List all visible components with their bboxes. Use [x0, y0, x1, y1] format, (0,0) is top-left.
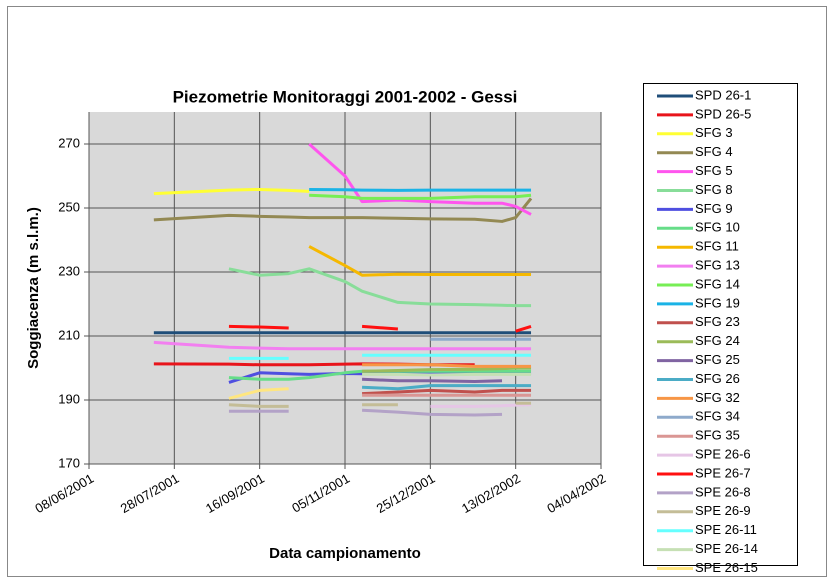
series-line — [361, 388, 532, 396]
legend-label: SPE 26-14 — [695, 541, 758, 556]
y-tick-label: 230 — [58, 263, 80, 278]
legend-label: SFG 14 — [695, 276, 740, 291]
series-line — [361, 324, 399, 331]
legend-label: SFG 8 — [695, 182, 733, 197]
series-line — [309, 187, 532, 192]
y-tick-label: 270 — [58, 135, 80, 150]
y-tick-label: 190 — [58, 391, 80, 406]
legend-label: SFG 3 — [695, 125, 733, 140]
legend-label: SPE 26-7 — [695, 465, 751, 480]
series-line — [228, 387, 289, 400]
series-line — [308, 142, 532, 216]
series-line — [309, 193, 532, 200]
series-line — [362, 363, 532, 368]
legend-label: SFG 35 — [695, 428, 740, 443]
series-line — [228, 324, 289, 330]
x-axis-label: Data campionamento — [269, 545, 421, 562]
y-tick-label: 250 — [58, 199, 80, 214]
series-line — [361, 384, 532, 391]
legend-label: SPD 26-5 — [695, 106, 751, 121]
legend-label: SPE 26-15 — [695, 560, 758, 575]
series-line — [228, 267, 532, 308]
legend-label: SFG 25 — [695, 352, 740, 367]
legend-label: SFG 9 — [695, 201, 733, 216]
series-line — [308, 245, 532, 277]
legend-label: SFG 32 — [695, 390, 740, 405]
series-line — [228, 403, 289, 408]
legend-label: SFG 11 — [695, 239, 739, 254]
series-line — [362, 366, 532, 373]
legend-label: SPE 26-9 — [695, 503, 751, 518]
legend-label: SFG 34 — [695, 409, 740, 424]
series-line — [153, 197, 533, 223]
legend-label: SPE 26-11 — [695, 522, 757, 537]
legend-label: SFG 4 — [695, 144, 733, 159]
legend-label: SFG 24 — [695, 333, 740, 348]
series-line — [430, 403, 532, 408]
legend-label: SPE 26-6 — [695, 447, 751, 462]
series-line — [153, 187, 310, 196]
legend-label: SFG 19 — [695, 295, 740, 310]
legend-label: SPE 26-8 — [695, 484, 751, 499]
y-axis-label: Soggiacenza (m s.l.m.) — [25, 207, 42, 369]
y-tick-label: 210 — [58, 327, 80, 342]
legend-label: SFG 10 — [695, 220, 740, 235]
legend-label: SFG 13 — [695, 258, 740, 273]
legend-box — [643, 83, 798, 566]
series-line — [515, 324, 532, 333]
legend-label: SFG 23 — [695, 314, 740, 329]
series-line — [361, 408, 503, 417]
series-line — [153, 340, 532, 351]
chart-title: Piezometrie Monitoraggi 2001-2002 - Gess… — [173, 87, 518, 106]
legend-label: SFG 26 — [695, 371, 740, 386]
legend-label: SFG 5 — [695, 163, 733, 178]
y-tick-label: 170 — [58, 455, 80, 470]
legend-label: SPD 26-1 — [695, 87, 751, 102]
series-line — [362, 372, 532, 377]
series-line — [361, 377, 503, 383]
